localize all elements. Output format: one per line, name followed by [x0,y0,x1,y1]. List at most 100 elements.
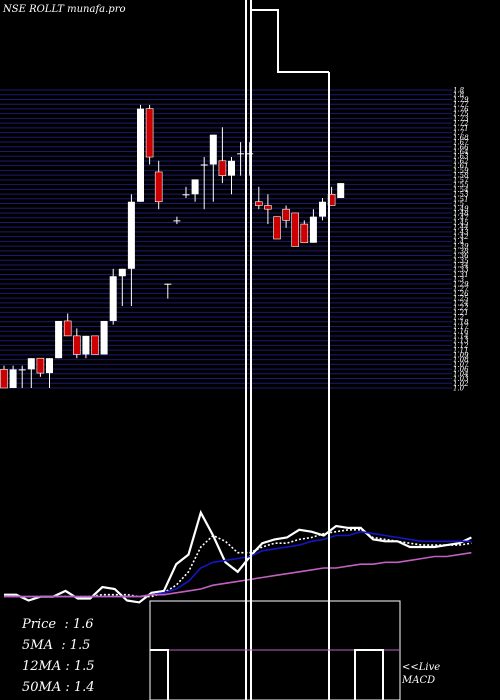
price-axis-label: 1.4 [453,238,464,246]
candle-up [209,134,217,165]
candle-down [264,205,272,210]
price-axis-label: 1.45 [453,219,469,227]
price-axis-label: 1.03 [453,375,469,383]
candle-down [300,223,309,244]
price-axis-label: 1.42 [453,233,469,241]
candle-down [91,335,99,355]
candle-down [282,208,290,221]
candle-up [46,358,53,374]
price-axis-label: 1.18 [453,318,469,326]
price-axis-label: 1.09 [453,351,469,359]
price-axis-label: 1.24 [453,299,469,307]
step-line [251,9,329,73]
price-axis-label: 1.8 [453,91,465,99]
price-axis-label: 1.63 [453,153,469,161]
price-axis-label: 1.36 [453,252,469,260]
candle-up [100,320,108,355]
price-axis-label: 1.61 [453,162,469,170]
price-axis-label: 1.43 [453,228,469,236]
price-axis-label: 1.47 [453,214,469,222]
live-label: <<Live [402,662,441,673]
price-axis-label: 1.31 [453,271,469,279]
price-axis-label: 1.58 [453,172,469,180]
price-axis-label: 1.38 [453,247,469,255]
line-price [4,509,472,604]
price-axis-label: 1.34 [453,262,469,270]
line-5ma [4,528,472,598]
candle-down [73,335,81,355]
candle-down [36,357,45,374]
candle-up [319,201,326,217]
candle-up [191,179,199,195]
macd-line [354,649,384,700]
price-axis-label: 1.35 [453,257,469,265]
price-axis-label: 1.51 [453,195,469,203]
price-axis-label: 1.7 [453,129,465,137]
price-axis-label: 1.59 [453,167,469,175]
ma5-readout: 5MA : 1.5 [22,638,91,653]
candle-up [173,220,181,222]
price-axis-label: 1.11 [453,347,469,355]
price-axis-label: 1.5 [453,200,465,208]
price-axis-label: 1.27 [453,285,469,293]
price-axis-label: 1.55 [453,181,469,189]
macd-label: MACD [402,675,436,686]
price-axis-label: 1.76 [453,105,469,113]
candle-down [273,216,281,240]
candle-up [118,268,126,277]
price-axis-label: 1.57 [453,176,469,184]
price-axis-label: 1.14 [453,332,469,340]
candle-down [291,212,300,247]
price-axis-label: 1.48 [453,209,469,217]
price-axis-label: 1.22 [453,304,469,312]
price-axis-label: 1.16 [453,328,469,336]
candle-down [255,201,263,206]
price-axis-label: 1.8 [453,87,465,95]
candle-up [200,164,208,166]
candle-down [0,369,8,389]
price-axis-label: 1.54 [453,186,469,194]
price-axis-label: 1.26 [453,290,469,298]
price-axis-label: 1.75 [453,110,469,118]
price-axis-label: 1.68 [453,134,469,142]
price-axis-label: 1.67 [453,139,469,147]
candle-up [109,276,117,321]
candle-up [18,369,26,371]
candle-up [9,369,17,388]
price-axis-label: 1.3 [453,276,465,284]
macd-line [150,649,169,700]
candle-down [154,171,163,203]
price-axis-label: 1.02 [453,380,469,388]
candle-down [145,108,154,158]
price-axis-label: 1.25 [453,295,469,303]
price-axis-label: 1.64 [453,148,469,156]
candle-up [228,160,235,176]
price-axis-label: 1.2 [453,314,465,322]
ma50-readout: 50MA : 1.4 [22,680,95,695]
candle-up [237,153,245,155]
candle-up [127,201,135,269]
candle-up [337,183,345,199]
line-50ma [4,551,472,598]
price-axis-label: 1.62 [453,157,469,165]
candle-up [309,216,317,243]
price-axis-label: 1.21 [453,309,469,317]
candle-up [164,283,172,285]
price-axis-label: 1.77 [453,101,469,109]
candle-up [246,153,254,155]
price-axis-label: 1.79 [453,96,469,104]
price-axis-label: 1.29 [453,280,469,288]
price-axis-label: 1.13 [453,337,469,345]
price-axis-label: 1.53 [453,191,469,199]
price-axis-label: 1.71 [453,124,469,132]
candle-up [82,335,90,355]
price-axis-label: 1.33 [453,266,469,274]
price-axis-label: 1.66 [453,143,469,151]
price-axis-label: 1.08 [453,356,469,364]
live-macd-label: <<Live MACD [402,661,440,687]
price-axis-label: 1.72 [453,120,469,128]
price-axis-label: 1.07 [453,361,469,369]
chart-title: NSE ROLLT munafa.pro [3,4,126,15]
